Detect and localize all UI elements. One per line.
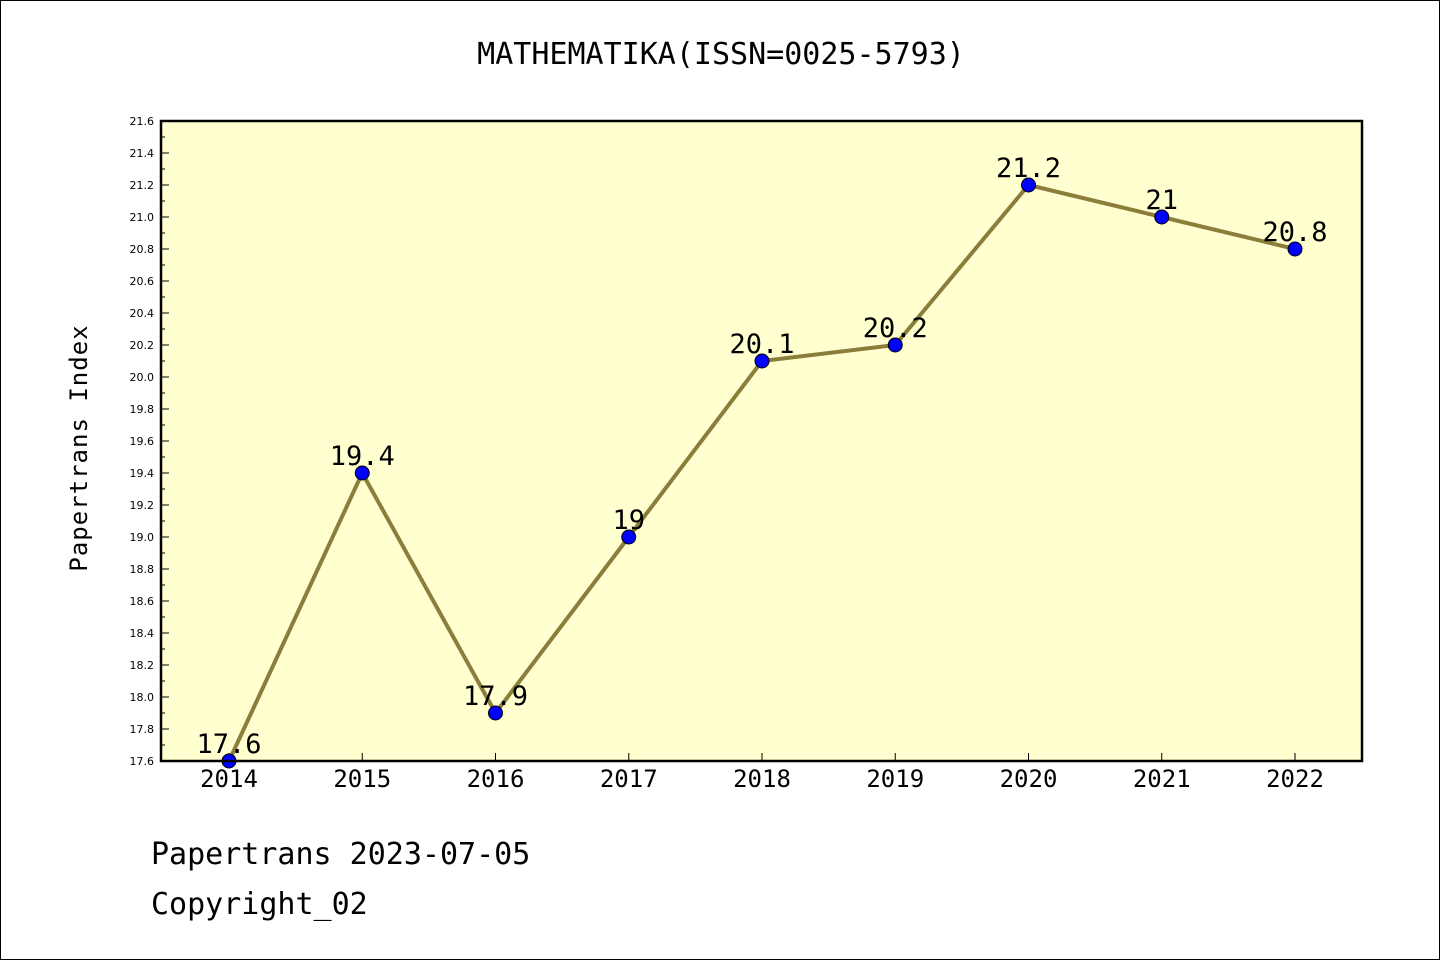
x-axis: 2014 2015 2016 2017 2018 2019 2020 2021 2022 [200,753,1324,793]
data-point [621,529,637,545]
data-label: 20.1 [729,329,794,360]
plot-area [161,121,1362,761]
data-point [1154,209,1170,225]
data-label: 21.2 [996,153,1061,184]
data-labels: 17.6 19.4 17.9 19 20.1 20.2 21.2 21 20.8 [196,153,1327,760]
data-point [1287,241,1303,257]
data-point [754,353,770,369]
data-label: 17.9 [463,681,528,712]
y-tick-label: 21.4 [130,147,155,160]
data-label: 20.8 [1262,217,1327,248]
y-tick-label: 18.8 [130,563,155,576]
data-label: 21 [1145,185,1178,216]
y-axis: 17.6 17.8 18.0 18.2 18.4 18.6 18.8 19.0 19.2 19.4… [130,115,169,768]
data-point [887,337,903,353]
data-label: 20.2 [863,313,928,344]
y-tick-label: 19.2 [130,499,155,512]
y-tick-label: 20.2 [130,339,155,352]
x-tick-label: 2019 [866,765,924,793]
data-point [354,465,370,481]
y-tick-label: 18.2 [130,659,155,672]
footer-source: Papertrans 2023-07-05 [151,837,531,872]
footer-copyright: Copyright_02 [151,887,368,922]
y-tick-label: 18.0 [130,691,155,704]
y-tick-label: 19.6 [130,435,155,448]
y-tick-label: 20.4 [130,307,155,320]
x-tick-label: 2020 [1000,765,1058,793]
y-tick-label: 17.8 [130,723,155,736]
x-tick-label: 2018 [733,765,791,793]
y-tick-label: 20.8 [130,243,155,256]
x-tick-label: 2022 [1266,765,1324,793]
x-tick-label: 2015 [333,765,391,793]
y-tick-label: 18.4 [130,627,155,640]
data-point [488,705,503,721]
x-tick-label: 2021 [1133,765,1191,793]
y-tick-label: 21.2 [130,179,155,192]
data-point [1021,177,1036,193]
x-tick-label: 2014 [200,765,258,793]
plot-border [159,119,1364,763]
x-tick-label: 2017 [600,765,658,793]
y-tick-label: 17.6 [130,755,155,768]
y-tick-label: 20.0 [130,371,155,384]
y-tick-label: 20.6 [130,275,155,288]
y-tick-label: 21.0 [130,211,155,224]
y-tick-label: 18.6 [130,595,155,608]
data-label: 19 [612,505,645,536]
chart-title: MATHEMATIKA(ISSN=0025-5793) [477,37,965,72]
y-tick-label: 19.0 [130,531,155,544]
data-label: 19.4 [330,441,395,472]
y-tick-label: 21.6 [130,115,155,128]
data-label: 17.6 [196,729,261,760]
y-tick-label: 19.4 [130,467,155,480]
x-tick-label: 2016 [467,765,525,793]
y-tick-label: 19.8 [130,403,155,416]
